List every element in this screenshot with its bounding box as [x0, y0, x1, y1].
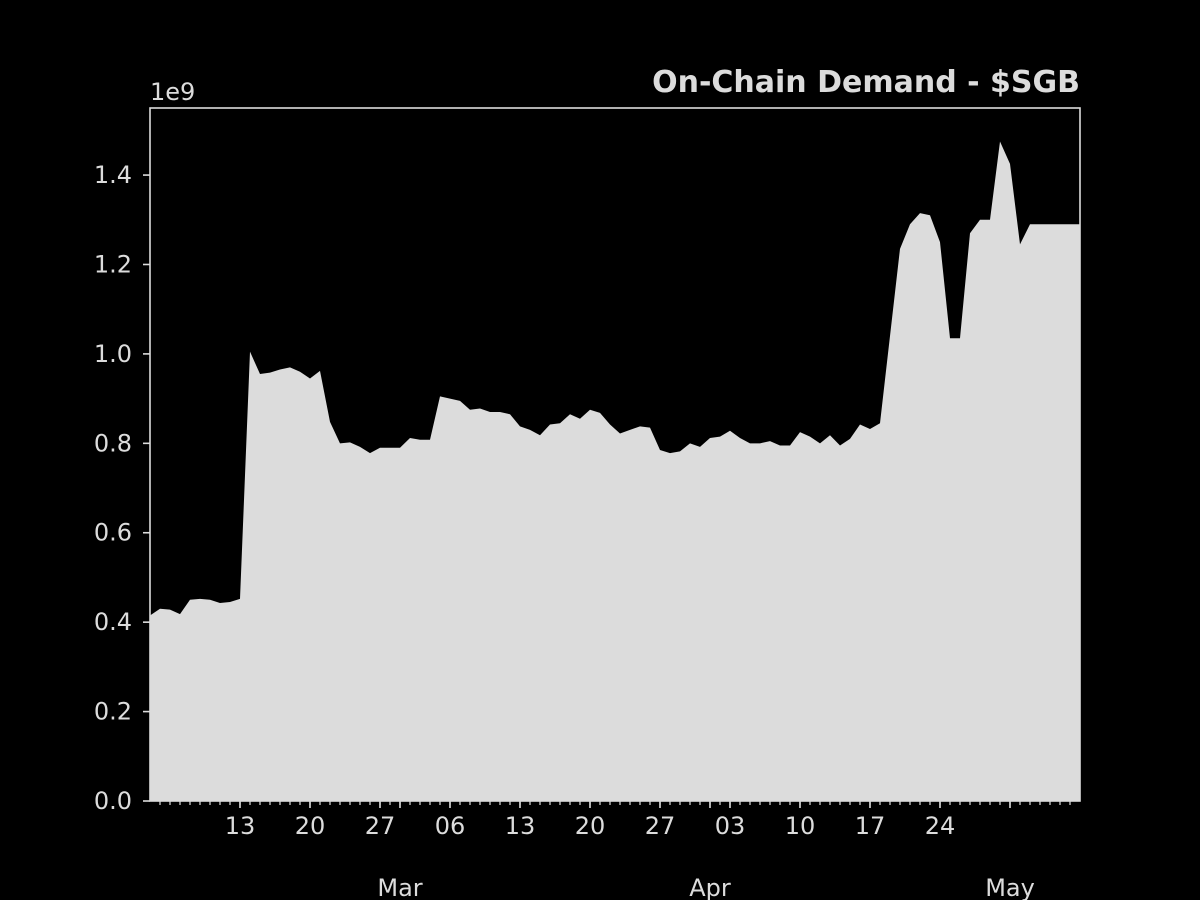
y-tick-label: 1.2: [94, 250, 132, 278]
x-tick-label: 27: [645, 812, 676, 840]
x-month-label: Mar: [377, 874, 422, 900]
chart-title: On-Chain Demand - $SGB: [652, 65, 1080, 100]
x-tick-label: 17: [855, 812, 886, 840]
x-tick-label: 20: [575, 812, 606, 840]
y-tick-label: 0.8: [94, 429, 132, 457]
y-axis: 0.0 0.2 0.4 0.6 0.8 1.0 1.2 1.4: [94, 161, 150, 815]
x-axis: 13 20 27 06 13 20 27 03 10 17 24 Mar Apr May: [159, 801, 1071, 900]
y-axis-offset-label: 1e9: [150, 78, 195, 106]
y-tick-label: 0.2: [94, 698, 132, 726]
y-tick-label: 0.4: [94, 608, 132, 636]
x-tick-label: 24: [925, 812, 956, 840]
x-tick-label: 03: [715, 812, 746, 840]
y-tick-label: 0.0: [94, 787, 132, 815]
y-tick-label: 1.4: [94, 161, 132, 189]
plot-frame: [149, 107, 1081, 802]
x-tick-label: 20: [295, 812, 326, 840]
x-tick-label: 13: [505, 812, 536, 840]
x-tick-label: 27: [365, 812, 396, 840]
y-tick-label: 1.0: [94, 340, 132, 368]
x-month-label: May: [985, 874, 1035, 900]
x-month-label: Apr: [689, 874, 731, 900]
x-tick-label: 13: [225, 812, 256, 840]
x-tick-label: 06: [435, 812, 466, 840]
x-tick-label: 10: [785, 812, 816, 840]
demand-area: [150, 141, 1080, 801]
y-tick-label: 0.6: [94, 519, 132, 547]
